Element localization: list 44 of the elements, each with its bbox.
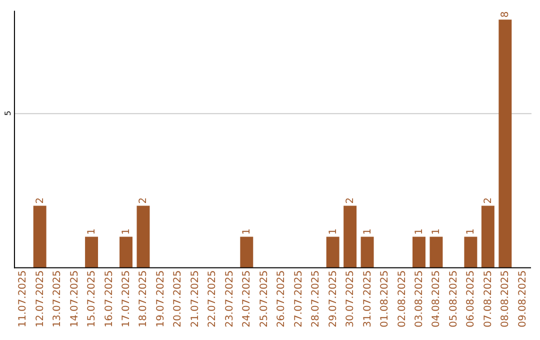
x-tick-label: 14.07.2025 <box>69 270 80 328</box>
data-label: 1 <box>86 228 98 235</box>
data-label: 2 <box>482 197 494 204</box>
x-tick-label: 24.07.2025 <box>242 270 253 328</box>
x-tick-label: 19.07.2025 <box>155 270 166 328</box>
x-tick-label: 17.07.2025 <box>120 270 132 328</box>
x-tick-label: 25.07.2025 <box>258 270 270 328</box>
data-label: 2 <box>138 197 150 204</box>
y-tick-label: 5 <box>3 110 12 116</box>
x-tick-label: 31.07.2025 <box>362 270 374 328</box>
x-tick-label: 16.07.2025 <box>104 270 115 328</box>
data-label: 1 <box>362 228 374 235</box>
data-label: 1 <box>466 228 477 235</box>
x-tick-label: 11.07.2025 <box>18 270 29 328</box>
x-tick-label: 20.07.2025 <box>172 270 184 328</box>
x-tick-label: 28.07.2025 <box>310 270 322 328</box>
x-tick-label: 08.08.2025 <box>500 270 512 328</box>
x-tick-label: 07.08.2025 <box>482 270 494 328</box>
x-tick-label: 05.08.2025 <box>448 270 460 328</box>
x-tick-label: 04.08.2025 <box>431 270 442 328</box>
x-tick-label: 22.07.2025 <box>207 270 218 328</box>
x-tick-label: 12.07.2025 <box>34 270 46 328</box>
data-label: 8 <box>500 11 512 18</box>
x-tick-label: 18.07.2025 <box>138 270 150 328</box>
data-label: 1 <box>328 228 339 235</box>
x-tick-label: 30.07.2025 <box>345 270 356 328</box>
x-tick-label: 27.07.2025 <box>293 270 304 328</box>
x-tick-label: 15.07.2025 <box>86 270 98 328</box>
x-tick-label: 06.08.2025 <box>466 270 477 328</box>
x-tick-label: 13.07.2025 <box>52 270 64 328</box>
x-tick-label: 03.08.2025 <box>414 270 425 328</box>
data-label: 1 <box>242 228 253 235</box>
x-tick-label: 02.08.2025 <box>396 270 408 328</box>
x-tick-label: 09.08.2025 <box>517 270 528 328</box>
x-tick-label: 23.07.2025 <box>224 270 236 328</box>
data-label: 1 <box>414 228 425 235</box>
data-label: 1 <box>120 228 132 235</box>
data-label: 2 <box>34 197 46 204</box>
x-tick-label: 26.07.2025 <box>276 270 288 328</box>
data-label: 1 <box>431 228 442 235</box>
x-tick-label: 29.07.2025 <box>328 270 339 328</box>
data-label: 2 <box>345 197 356 204</box>
x-tick-label: 01.08.2025 <box>380 270 391 328</box>
x-tick-label: 21.07.2025 <box>190 270 201 328</box>
